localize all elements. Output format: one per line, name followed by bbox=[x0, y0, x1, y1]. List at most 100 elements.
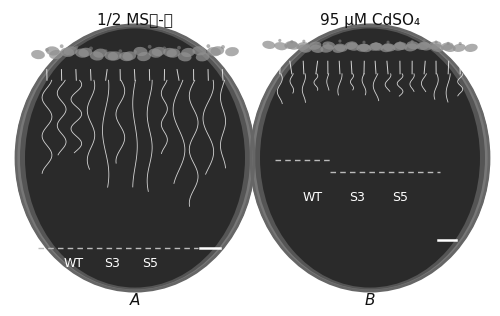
Ellipse shape bbox=[225, 47, 239, 56]
Ellipse shape bbox=[64, 46, 78, 56]
Ellipse shape bbox=[398, 41, 402, 45]
Ellipse shape bbox=[104, 51, 118, 61]
Ellipse shape bbox=[314, 43, 318, 46]
Ellipse shape bbox=[74, 46, 78, 50]
Ellipse shape bbox=[93, 49, 107, 58]
Text: S5: S5 bbox=[392, 191, 408, 204]
Ellipse shape bbox=[302, 40, 306, 43]
Ellipse shape bbox=[394, 42, 407, 50]
Text: 95 μM CdSO₄: 95 μM CdSO₄ bbox=[320, 13, 420, 27]
Ellipse shape bbox=[255, 27, 485, 289]
Ellipse shape bbox=[178, 52, 192, 61]
Ellipse shape bbox=[422, 39, 426, 42]
Ellipse shape bbox=[356, 44, 370, 52]
Ellipse shape bbox=[434, 40, 438, 44]
Text: S5: S5 bbox=[142, 257, 158, 270]
Ellipse shape bbox=[210, 46, 224, 55]
Ellipse shape bbox=[45, 48, 49, 52]
Ellipse shape bbox=[350, 42, 354, 45]
Ellipse shape bbox=[334, 44, 347, 52]
Ellipse shape bbox=[358, 44, 372, 52]
Ellipse shape bbox=[250, 24, 490, 292]
Ellipse shape bbox=[326, 43, 330, 46]
Ellipse shape bbox=[404, 43, 417, 52]
Ellipse shape bbox=[362, 41, 366, 44]
Text: 1/2 MS（-）: 1/2 MS（-） bbox=[97, 13, 173, 27]
Ellipse shape bbox=[368, 43, 382, 51]
Ellipse shape bbox=[119, 52, 133, 61]
Ellipse shape bbox=[262, 41, 276, 49]
Ellipse shape bbox=[446, 42, 450, 45]
Ellipse shape bbox=[332, 45, 345, 53]
Ellipse shape bbox=[221, 45, 225, 49]
Text: A: A bbox=[130, 293, 140, 308]
Ellipse shape bbox=[90, 51, 104, 61]
Ellipse shape bbox=[192, 50, 196, 54]
Ellipse shape bbox=[320, 45, 334, 53]
Ellipse shape bbox=[452, 44, 466, 52]
Ellipse shape bbox=[31, 50, 45, 59]
Ellipse shape bbox=[430, 44, 444, 52]
Text: S3: S3 bbox=[350, 191, 366, 204]
Ellipse shape bbox=[392, 43, 406, 51]
Ellipse shape bbox=[284, 41, 298, 49]
Ellipse shape bbox=[380, 44, 394, 52]
Text: S3: S3 bbox=[104, 257, 120, 270]
Ellipse shape bbox=[148, 49, 162, 58]
Ellipse shape bbox=[89, 46, 93, 50]
Ellipse shape bbox=[308, 42, 322, 50]
Ellipse shape bbox=[20, 27, 250, 289]
Ellipse shape bbox=[206, 44, 210, 48]
Ellipse shape bbox=[298, 45, 312, 53]
Ellipse shape bbox=[386, 41, 390, 44]
Ellipse shape bbox=[60, 48, 74, 57]
Ellipse shape bbox=[192, 46, 206, 55]
Ellipse shape bbox=[278, 39, 281, 42]
Ellipse shape bbox=[108, 51, 122, 61]
Ellipse shape bbox=[274, 42, 287, 50]
Ellipse shape bbox=[75, 49, 89, 58]
Ellipse shape bbox=[290, 40, 294, 43]
Ellipse shape bbox=[406, 41, 420, 49]
Ellipse shape bbox=[162, 46, 166, 50]
Ellipse shape bbox=[338, 40, 342, 43]
Ellipse shape bbox=[122, 51, 136, 61]
Ellipse shape bbox=[464, 44, 477, 52]
Ellipse shape bbox=[137, 52, 151, 61]
Ellipse shape bbox=[78, 48, 92, 57]
Ellipse shape bbox=[310, 45, 324, 53]
Ellipse shape bbox=[166, 49, 180, 58]
Ellipse shape bbox=[25, 28, 245, 288]
Ellipse shape bbox=[410, 40, 414, 43]
Ellipse shape bbox=[440, 42, 454, 51]
Ellipse shape bbox=[104, 49, 108, 53]
Ellipse shape bbox=[177, 46, 181, 50]
Ellipse shape bbox=[207, 47, 221, 56]
Ellipse shape bbox=[442, 44, 456, 52]
Ellipse shape bbox=[46, 46, 60, 56]
Ellipse shape bbox=[148, 45, 152, 49]
Ellipse shape bbox=[163, 48, 177, 57]
Ellipse shape bbox=[322, 41, 336, 50]
Ellipse shape bbox=[428, 41, 442, 49]
Ellipse shape bbox=[49, 50, 63, 59]
Ellipse shape bbox=[418, 42, 432, 51]
Ellipse shape bbox=[60, 44, 64, 48]
Ellipse shape bbox=[134, 47, 147, 56]
Ellipse shape bbox=[15, 24, 255, 292]
Ellipse shape bbox=[382, 43, 396, 52]
Text: B: B bbox=[365, 293, 375, 308]
Ellipse shape bbox=[181, 48, 195, 57]
Ellipse shape bbox=[344, 41, 358, 50]
Ellipse shape bbox=[118, 49, 122, 53]
Ellipse shape bbox=[296, 42, 310, 50]
Text: WT: WT bbox=[64, 257, 84, 270]
Ellipse shape bbox=[346, 43, 360, 51]
Ellipse shape bbox=[152, 47, 166, 56]
Ellipse shape bbox=[286, 42, 300, 50]
Text: WT: WT bbox=[302, 191, 322, 204]
Ellipse shape bbox=[374, 42, 378, 45]
Ellipse shape bbox=[196, 52, 209, 61]
Ellipse shape bbox=[458, 42, 462, 45]
Ellipse shape bbox=[133, 50, 137, 54]
